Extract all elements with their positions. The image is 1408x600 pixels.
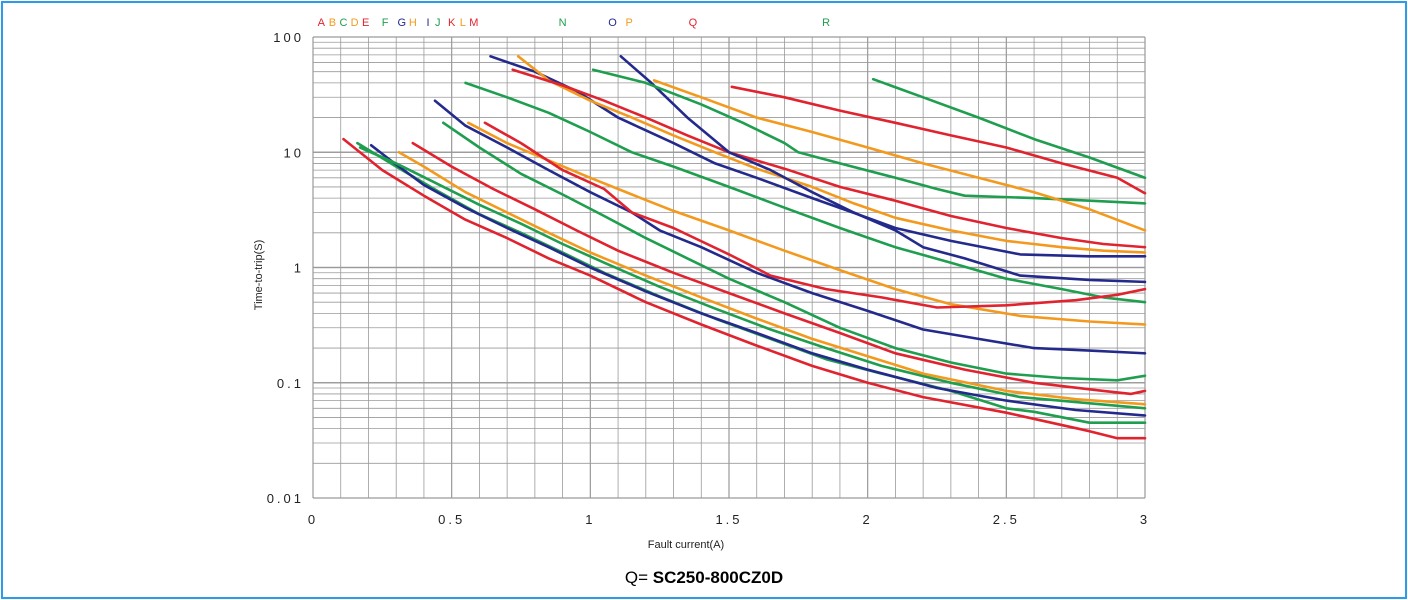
y-tick-label: 1	[294, 261, 304, 276]
curve-line	[433, 99, 1147, 355]
curve-label: A	[318, 17, 326, 29]
y-tick-label: 100	[273, 30, 304, 45]
curve-label: M	[469, 17, 478, 29]
x-tick-label: 3	[1140, 512, 1150, 527]
curve-line	[441, 121, 1147, 382]
x-tick-label: 1.5	[715, 512, 742, 527]
curve-label: Q	[689, 17, 698, 29]
curve-label: L	[460, 17, 466, 29]
curve-lines	[342, 54, 1147, 440]
curve-label: P	[625, 17, 632, 29]
curve-line	[411, 141, 1147, 396]
curve-line	[464, 81, 1147, 304]
curve-line	[358, 146, 1147, 410]
curve-label: O	[608, 17, 617, 29]
chart-grid	[312, 36, 1146, 499]
curve-label: N	[559, 17, 567, 29]
chart-caption: Q= SC250-800CZ0D	[0, 568, 1408, 588]
x-axis-label: Fault current(A)	[648, 539, 724, 551]
curve-line	[511, 68, 1147, 249]
curve-label: F	[382, 17, 389, 29]
y-axis-label: Time-to-trip(S)	[253, 240, 265, 310]
curve-line	[466, 121, 1147, 326]
curve-line	[730, 85, 1147, 195]
y-tick-label: 0.1	[277, 376, 304, 391]
curve-line	[619, 54, 1147, 284]
curve-line	[397, 151, 1147, 406]
curve-line	[516, 54, 1147, 254]
y-tick-label: 0.01	[267, 491, 304, 506]
curve-line	[342, 137, 1147, 440]
curve-label: H	[409, 17, 417, 29]
curve-label: R	[822, 17, 830, 29]
curve-line	[871, 77, 1147, 180]
curve-line	[591, 68, 1147, 205]
caption-prefix: Q=	[624, 568, 648, 587]
axis-ticks: 0 0.5 1 1.5 2 2.5 3 100 10 1 0.1 0.01	[267, 30, 1150, 527]
curve-line	[483, 121, 1147, 309]
curve-label: C	[340, 17, 348, 29]
x-tick-label: 1	[585, 512, 595, 527]
y-tick-label: 10	[284, 145, 304, 160]
x-tick-label: 2	[863, 512, 873, 527]
curve-line	[652, 79, 1147, 232]
curve-label: B	[329, 17, 336, 29]
curve-label: I	[427, 17, 430, 29]
curve-line	[489, 54, 1147, 258]
curve-label: D	[351, 17, 359, 29]
caption-model: SC250-800CZ0D	[652, 568, 784, 587]
x-tick-label: 0.5	[438, 512, 465, 527]
curve-line	[369, 144, 1147, 417]
curve-label: G	[397, 17, 406, 29]
x-tick-label: 2.5	[993, 512, 1020, 527]
x-tick-label: 0	[308, 512, 318, 527]
curve-label: E	[362, 17, 369, 29]
curve-label: J	[435, 17, 441, 29]
curve-label: K	[448, 17, 456, 29]
